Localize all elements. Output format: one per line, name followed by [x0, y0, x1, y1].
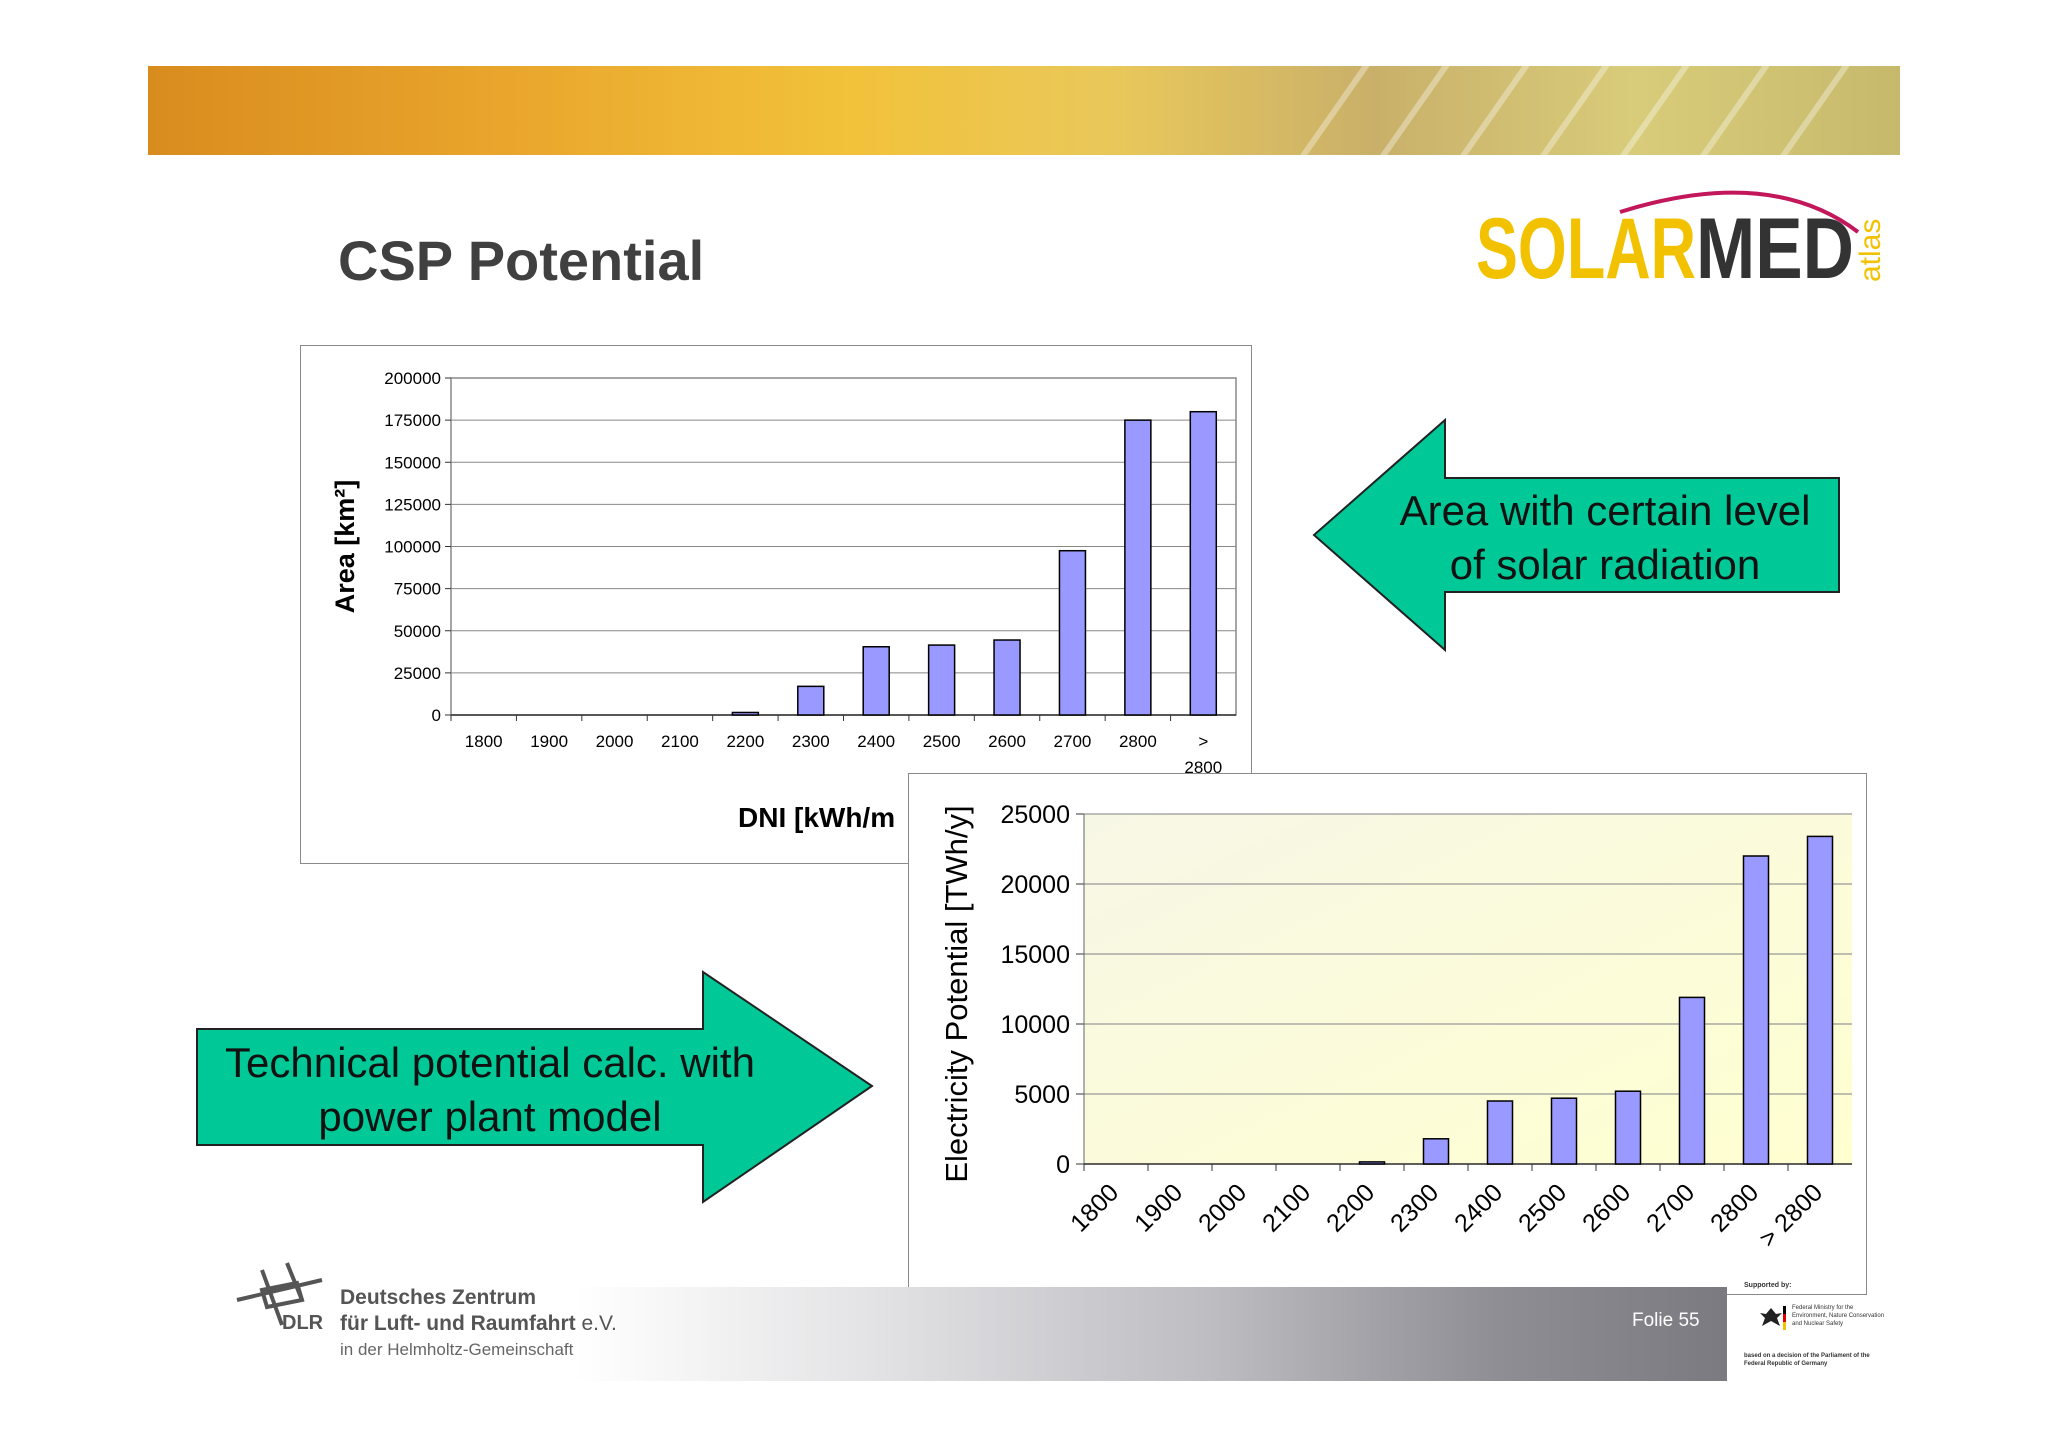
bar — [1424, 1139, 1449, 1164]
bar — [1488, 1101, 1513, 1164]
y-tick-label: 0 — [1056, 1151, 1070, 1179]
x-tick-label: 2400 — [1449, 1178, 1508, 1237]
x-tick-label: 2700 — [1641, 1178, 1700, 1237]
y-axis-label: Electricity Potential [TWh/y] — [939, 805, 974, 1182]
ministry-support-logo: Supported by: Federal Ministry for the E… — [1742, 1280, 1887, 1375]
logo-subtext: atlas — [1854, 219, 1887, 282]
bar — [1360, 1162, 1385, 1164]
electricity-chart: 0 5000 10000 15000 20000 25000 1800 1900 2000 210… — [908, 773, 1867, 1295]
x-tick-label: 2300 — [1385, 1178, 1444, 1237]
solarmed-logo: SOLAR MED atlas — [1470, 170, 1890, 290]
eagle-icon — [1756, 1304, 1786, 1334]
x-tick-label: 1900 — [1129, 1178, 1188, 1237]
header-banner — [148, 66, 1900, 155]
y-tick-label: 25000 — [1000, 801, 1070, 829]
bar — [1059, 551, 1085, 715]
y-tick-label: 25000 — [394, 664, 441, 683]
y-tick-label: 150000 — [384, 453, 441, 472]
y-tick-label: 15000 — [1000, 941, 1070, 969]
y-tick-label: 5000 — [1014, 1081, 1070, 1109]
y-tick-label: 10000 — [1000, 1011, 1070, 1039]
svg-text:MED: MED — [1696, 201, 1854, 290]
bar — [863, 647, 889, 715]
org-line3: in der Helmholtz-Gemeinschaft — [340, 1340, 573, 1360]
bar — [1680, 997, 1705, 1164]
bar — [1552, 1098, 1577, 1164]
y-tick-label: 200000 — [384, 369, 441, 388]
y-tick-label: 20000 — [1000, 871, 1070, 899]
y-tick-label: 100000 — [384, 538, 441, 557]
x-tick-label: 1800 — [1065, 1178, 1124, 1237]
footer-bar — [575, 1287, 1727, 1381]
x-tick-label: 2500 — [923, 732, 961, 751]
y-tick-label: 175000 — [384, 411, 441, 430]
bar — [1744, 856, 1769, 1164]
dlr-abbr: DLR — [282, 1312, 323, 1335]
bar — [1616, 1091, 1641, 1164]
bar — [1808, 836, 1833, 1164]
org-line1: Deutsches Zentrum — [340, 1286, 536, 1310]
x-tick-label: 2700 — [1054, 732, 1092, 751]
x-tick-label: 2800 — [1119, 732, 1157, 751]
x-tick-label: 2800 — [1705, 1178, 1764, 1237]
x-tick-label: 2300 — [792, 732, 830, 751]
x-tick-label: > — [1198, 732, 1208, 751]
y-axis-label: Area [km²] — [330, 480, 360, 614]
y-tick-label: 125000 — [384, 495, 441, 514]
x-tick-label: > 2800 — [1754, 1178, 1828, 1252]
x-tick-label: 2000 — [596, 732, 634, 751]
bar — [929, 645, 955, 715]
bar — [994, 640, 1020, 715]
x-tick-label: 2600 — [988, 732, 1026, 751]
bar — [798, 686, 824, 715]
logo-text: SOLAR — [1476, 201, 1696, 290]
bar — [1125, 420, 1151, 715]
bar — [732, 712, 758, 715]
x-tick-label: 1800 — [465, 732, 503, 751]
slide-number: Folie 55 — [1632, 1310, 1700, 1332]
bar — [1190, 412, 1216, 715]
x-tick-label: 2100 — [1257, 1178, 1316, 1237]
electricity-chart-svg: 0 5000 10000 15000 20000 25000 1800 1900 2000 210… — [909, 774, 1866, 1294]
x-tick-label: 2400 — [857, 732, 895, 751]
x-tick-label: 2200 — [1321, 1178, 1380, 1237]
org-line2: für Luft- und Raumfahrt e.V. — [340, 1312, 617, 1336]
arrow-right-text: Technical potential calc. with power pla… — [205, 1036, 775, 1144]
y-tick-label: 50000 — [394, 622, 441, 641]
x-tick-label: 2100 — [661, 732, 699, 751]
plot-area — [1084, 814, 1852, 1164]
page-title: CSP Potential — [338, 228, 704, 293]
x-tick-label: 1900 — [530, 732, 568, 751]
y-tick-label: 0 — [432, 706, 441, 725]
x-tick-label: 2200 — [726, 732, 764, 751]
x-tick-label: 2000 — [1193, 1178, 1252, 1237]
x-tick-label: 2600 — [1577, 1178, 1636, 1237]
x-tick-label: 2500 — [1513, 1178, 1572, 1237]
arrow-left-text: Area with certain level of solar radiati… — [1390, 484, 1820, 592]
x-axis-label: DNI [kWh/m — [738, 802, 895, 833]
y-tick-label: 75000 — [394, 580, 441, 599]
